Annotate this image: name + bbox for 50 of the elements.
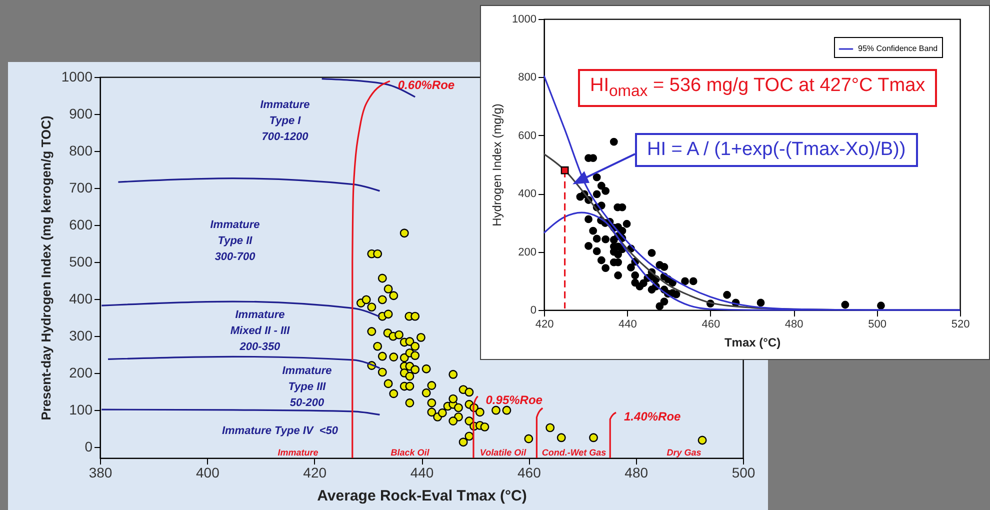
x-tick-label: 460 (517, 464, 542, 480)
y-axis-title: Present-day Hydrogen Index (mg kerogen/g TOC) (38, 116, 54, 420)
x-tick-label: 500 (732, 464, 756, 480)
legend-label: 95% Confidence Band (858, 44, 938, 53)
y-tick-label: 800 (69, 142, 93, 158)
y-tick-label: 500 (69, 253, 93, 270)
y-tick-label: 800 (518, 72, 536, 84)
y-tick-label: 600 (518, 130, 536, 142)
annotation: Dry Gas (666, 446, 702, 460)
annotation: Black Oil (390, 446, 430, 460)
x-tick-label: 420 (535, 318, 554, 330)
y-tick-label: 1000 (512, 14, 536, 26)
y-tick-label: 1000 (61, 68, 93, 84)
x-axis-title: Tmax (°C) (724, 336, 781, 350)
y-tick-label: 300 (69, 327, 93, 344)
annotation: Immature Mixed II - III 200-350 (230, 308, 290, 355)
x-tick-label: 500 (868, 318, 886, 330)
x-tick-label: 420 (303, 464, 327, 480)
annotation: Cond.-Wet Gas (542, 446, 606, 460)
x-tick-label: 400 (196, 464, 220, 480)
x-tick-label: 480 (624, 464, 648, 480)
annotation: Immature Type IV <50 (222, 424, 338, 440)
x-axis-title: Average Rock-Eval Tmax (°C) (317, 488, 527, 504)
x-tick-label: 440 (410, 464, 434, 480)
annotation: HI = A / (1+exp(-(Tmax-Xo)/B)) (635, 133, 918, 167)
y-tick-label: 200 (69, 364, 93, 380)
y-tick-label: 0 (530, 304, 536, 316)
x-tick-label: 380 (88, 464, 112, 480)
x-tick-label: 520 (951, 318, 970, 330)
x-tick-label: 440 (618, 318, 637, 330)
x-tick-label: 480 (784, 318, 804, 330)
y-tick-label: 100 (69, 401, 93, 418)
y-tick-label: 0 (84, 438, 93, 454)
annotation: Volatile Oil (480, 446, 526, 460)
series-label: 0.95%Roe (486, 393, 543, 408)
annotation: HI$_{omax}$ = 536 mg/g TOC at 427°C Tmax (578, 69, 938, 107)
y-tick-label: 400 (518, 188, 536, 200)
annotation: Immature (278, 446, 318, 460)
y-tick-label: 700 (69, 179, 93, 196)
y-tick-label: 900 (69, 105, 93, 122)
annotation: Immature Type III 50-200 (282, 364, 332, 411)
y-axis-title: Hydrogen Index (mg/g) (490, 104, 504, 226)
series-label: 1.40%Roe (624, 410, 682, 424)
series-label: 0.60%Roe (398, 78, 455, 92)
annotation: Immature Type I 700-1200 (260, 98, 310, 145)
annotation: Immature Type II 300-700 (210, 218, 260, 265)
y-tick-label: 600 (69, 216, 93, 232)
x-tick-label: 460 (702, 318, 720, 330)
y-tick-label: 400 (69, 290, 93, 306)
y-tick-label: 200 (518, 246, 536, 258)
